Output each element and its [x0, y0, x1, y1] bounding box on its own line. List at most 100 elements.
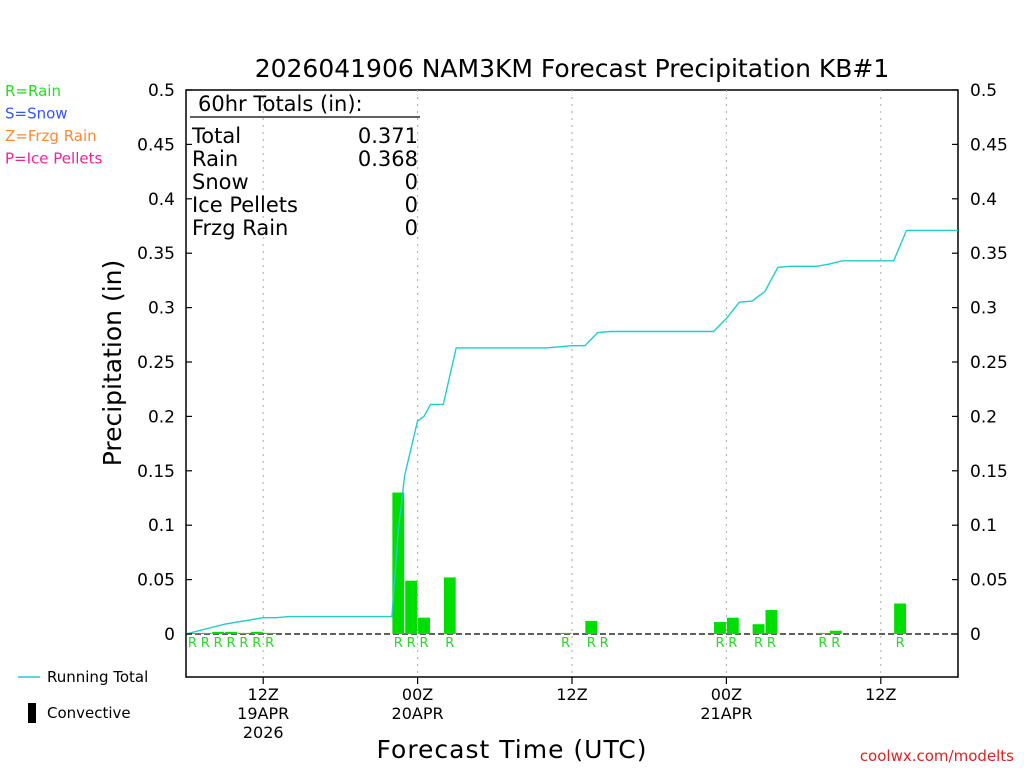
precip-type-label: R — [831, 636, 840, 651]
y-tick-label: 0.2 — [148, 407, 175, 427]
x-tick-label: 00Z — [711, 685, 742, 704]
precip-type-label: R — [407, 636, 416, 651]
precip-bar — [237, 632, 250, 634]
precip-bar — [585, 620, 598, 634]
convective-legend-swatch — [28, 703, 36, 723]
precip-bar — [559, 632, 572, 634]
precip-bar — [405, 580, 418, 634]
y-tick-label: 0.15 — [137, 462, 175, 482]
chart-title: 2026041906 NAM3KM Forecast Precipitation… — [255, 54, 890, 83]
totals-value: 0 — [405, 170, 418, 194]
y-tick-label: 0.5 — [148, 81, 175, 101]
totals-value: 0 — [405, 193, 418, 217]
precip-type-label: R — [728, 636, 737, 651]
credit-text: coolwx.com/modelts — [860, 747, 1014, 765]
precip-bar — [250, 631, 263, 634]
y-tick-label: 0.5 — [970, 81, 997, 101]
precip-type-label: R — [754, 636, 763, 651]
y-tick-label: 0.05 — [137, 571, 175, 591]
precip-type-legend-item: Z=Frzg Rain — [5, 127, 97, 145]
precip-bar — [829, 630, 842, 634]
y-tick-label: 0.1 — [148, 516, 175, 536]
y-tick-label: 0.4 — [970, 190, 997, 210]
grid-lines — [186, 90, 958, 677]
precip-type-label: R — [767, 636, 776, 651]
precip-type-label: R — [227, 636, 236, 651]
y-tick-label: 0.35 — [137, 244, 175, 264]
precip-type-label: R — [715, 636, 724, 651]
precip-type-label: R — [561, 636, 570, 651]
y-tick-label: 0.35 — [970, 244, 1008, 264]
precip-type-label: R — [201, 636, 210, 651]
precip-type-label: R — [445, 636, 454, 651]
precip-type-label: R — [896, 636, 905, 651]
y-tick-label: 0 — [164, 625, 175, 645]
y-tick-label: 0.4 — [148, 190, 175, 210]
precip-bar — [199, 632, 212, 634]
y-tick-label: 0 — [970, 625, 981, 645]
x-tick-label: 12Z — [865, 685, 896, 704]
x-tick-label: 2026 — [243, 723, 284, 742]
convective-legend-label: Convective — [47, 704, 131, 722]
x-tick-label: 20APR — [392, 704, 444, 723]
x-tick-label: 12Z — [556, 685, 587, 704]
precip-bar — [186, 632, 199, 634]
precip-type-label: R — [587, 636, 596, 651]
y-tick-label: 0.45 — [137, 135, 175, 155]
totals-rows: Total 0.371 Rain 0.368 Snow 0 Ice Pellets 0 Frzg… — [191, 124, 418, 240]
precip-bar — [225, 631, 237, 634]
totals-value: 0 — [405, 216, 418, 240]
y-tick-label: 0.25 — [137, 353, 175, 373]
precip-type-label: R — [252, 636, 261, 651]
precip-bar — [726, 617, 739, 634]
x-tick-label: 21APR — [700, 704, 752, 723]
precip-type-label: R — [394, 636, 403, 651]
x-tick-label: 19APR — [237, 704, 289, 723]
x-axis-label: Forecast Time (UTC) — [377, 735, 648, 764]
precip-bar — [443, 577, 456, 634]
y-tick-label: 0.3 — [148, 299, 175, 319]
y-axis-label: Precipitation (in) — [98, 260, 127, 467]
totals-header: 60hr Totals (in): — [198, 92, 363, 116]
precip-type-legend-item: S=Snow — [5, 105, 68, 123]
y-tick-label: 0.15 — [970, 462, 1008, 482]
precip-type-legend-item: P=Ice Pellets — [5, 150, 102, 168]
totals-value: 0.368 — [358, 147, 418, 171]
precip-type-label: R — [188, 636, 197, 651]
precip-type-legend-item: R=Rain — [5, 82, 61, 100]
totals-label: Rain — [192, 147, 238, 171]
totals-table: 60hr Totals (in): Total 0.371 Rain 0.368 Sno… — [190, 92, 420, 240]
precip-bar — [263, 632, 276, 634]
precip-bar — [765, 610, 778, 634]
x-tick-label: 00Z — [402, 685, 433, 704]
precip-bar — [714, 622, 726, 634]
precip-type-label: R — [214, 636, 223, 651]
precip-bar — [816, 632, 829, 634]
precip-type-label: R — [420, 636, 429, 651]
precip-bar — [894, 603, 907, 634]
y-tick-label: 0.25 — [970, 353, 1008, 373]
precip-type-legend: R=Rain S=Snow Z=Frzg Rain P=Ice Pellets — [5, 82, 102, 168]
precip-type-label: R — [239, 636, 248, 651]
y-tick-label: 0.1 — [970, 516, 997, 536]
running-total-line — [185, 229, 958, 635]
running-total-legend-label: Running Total — [47, 668, 148, 686]
y-tick-label: 0.2 — [970, 407, 997, 427]
precip-bar — [418, 617, 430, 634]
precip-type-label: R — [265, 636, 274, 651]
precip-bar — [392, 492, 405, 634]
x-tick-label: 12Z — [248, 685, 279, 704]
totals-label: Snow — [192, 170, 249, 194]
precip-bar — [212, 631, 225, 634]
totals-label: Ice Pellets — [192, 193, 298, 217]
totals-value: 0.371 — [358, 124, 418, 148]
precip-type-label: R — [818, 636, 827, 651]
y-tick-label: 0.05 — [970, 571, 1008, 591]
totals-label: Total — [191, 124, 241, 148]
totals-label: Frzg Rain — [192, 216, 288, 240]
y-axis-ticks: 0 00.05 0.050.1 0.10.15 0.150.2 0.20.25 0.250.… — [137, 81, 1008, 645]
running-total-series — [185, 229, 958, 635]
